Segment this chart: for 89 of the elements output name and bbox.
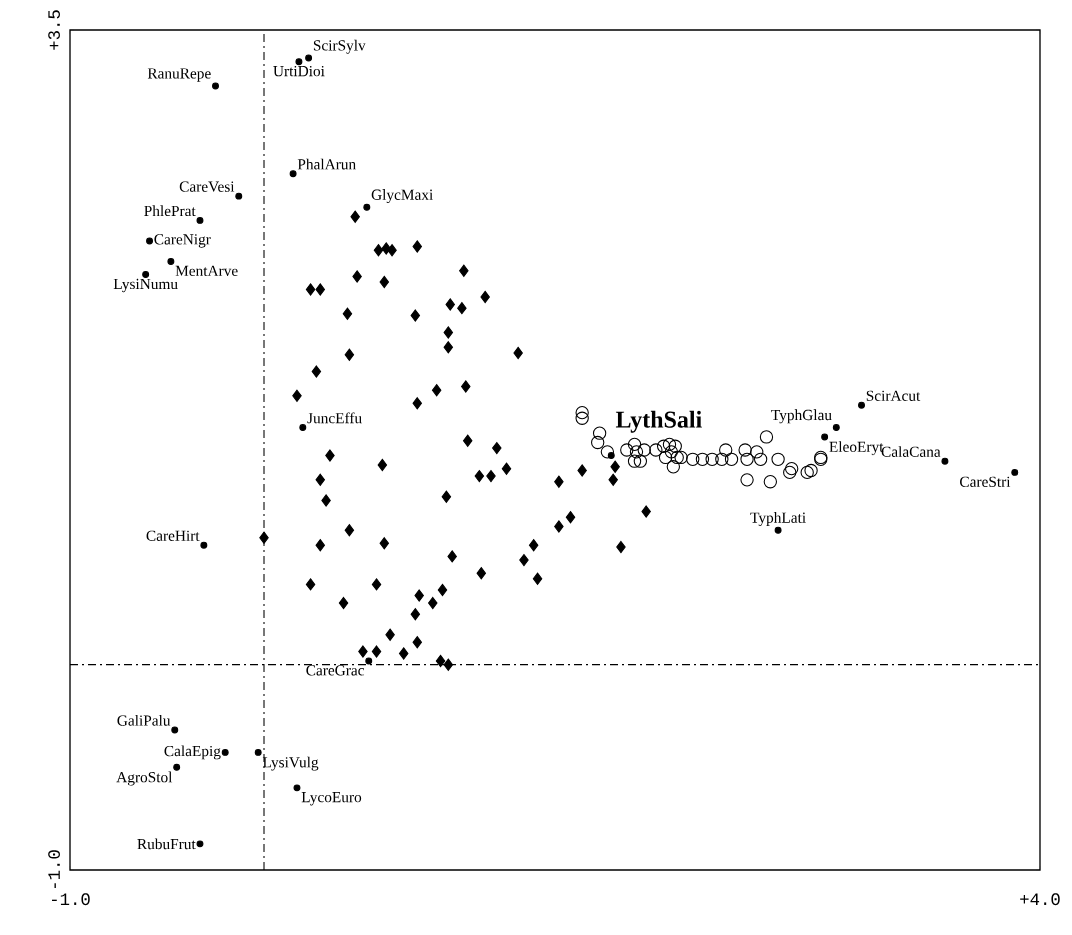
point — [662, 437, 677, 452]
data-label: PhlePrat — [144, 205, 196, 217]
point — [305, 54, 313, 62]
data-label: ScirAcut — [866, 390, 921, 401]
point — [620, 443, 634, 457]
data-label: CareVesi — [179, 181, 235, 192]
point — [804, 463, 818, 478]
point — [759, 430, 774, 444]
point — [753, 452, 768, 466]
point — [633, 454, 648, 468]
point — [627, 437, 642, 452]
point — [221, 748, 229, 756]
data-label: RubuFrut — [137, 838, 196, 850]
data-label: GlycMaxi — [371, 189, 433, 204]
point — [832, 424, 840, 432]
point — [627, 454, 642, 468]
point — [740, 452, 754, 466]
point — [785, 461, 799, 476]
point — [299, 424, 307, 432]
data-label: LysiVulg — [262, 756, 319, 771]
y-tick-label: +3.5 — [48, 10, 60, 50]
point — [600, 445, 615, 459]
data-label: MentArve — [175, 265, 238, 276]
point — [167, 257, 175, 265]
point — [171, 726, 179, 734]
point — [858, 401, 865, 409]
point — [724, 452, 739, 466]
point — [800, 465, 814, 480]
data-label: ScirSylv — [313, 39, 366, 54]
point — [774, 526, 782, 534]
data-label: LythSali — [615, 410, 702, 433]
data-label: JuncEffu — [307, 412, 362, 424]
point — [196, 216, 204, 224]
point — [668, 439, 682, 453]
point — [629, 445, 644, 459]
point — [783, 465, 797, 480]
point — [763, 475, 778, 489]
point — [142, 271, 150, 278]
point — [670, 450, 684, 465]
data-label: TyphLati — [750, 512, 806, 526]
data-label: AgroStol — [116, 771, 173, 786]
point — [649, 443, 663, 457]
point — [771, 452, 785, 466]
data-label: TyphGlau — [771, 409, 832, 424]
point — [1011, 468, 1019, 476]
point — [705, 452, 719, 466]
point — [575, 411, 589, 425]
point — [196, 840, 204, 848]
point — [637, 443, 651, 457]
data-label: RanuRepe — [147, 68, 211, 82]
data-label: LysiNumu — [113, 278, 178, 293]
point — [575, 405, 589, 420]
point — [235, 192, 243, 200]
point — [941, 457, 949, 465]
point — [695, 452, 710, 466]
point — [821, 433, 829, 441]
point — [656, 439, 671, 453]
point — [719, 443, 733, 457]
point — [738, 443, 752, 457]
point — [740, 473, 754, 487]
data-label: PhalArun — [297, 158, 356, 170]
point — [686, 452, 700, 466]
data-label: CareGrac — [306, 665, 365, 676]
data-label: CareNigr — [154, 234, 211, 248]
point — [293, 784, 301, 792]
point — [254, 748, 262, 756]
x-tick-label: +4.0 — [1020, 893, 1060, 906]
data-label: CalaEpig — [164, 745, 221, 760]
point — [658, 450, 673, 465]
point — [295, 58, 303, 66]
point — [289, 170, 297, 178]
point — [146, 237, 154, 245]
point — [664, 445, 679, 459]
data-label: GaliPalu — [117, 714, 171, 726]
point — [674, 450, 688, 465]
point — [666, 460, 681, 474]
point — [715, 452, 729, 466]
data-label: LycoEuro — [301, 792, 362, 806]
point — [212, 82, 219, 90]
point — [591, 435, 605, 450]
point — [363, 203, 371, 211]
point — [200, 541, 208, 549]
data-label: CareStri — [960, 476, 1011, 487]
point — [365, 657, 373, 665]
data-label: UrtiDioi — [273, 66, 325, 77]
point — [173, 763, 181, 771]
point — [750, 445, 764, 459]
data-label: CareHirt — [146, 530, 200, 541]
point — [592, 426, 607, 440]
